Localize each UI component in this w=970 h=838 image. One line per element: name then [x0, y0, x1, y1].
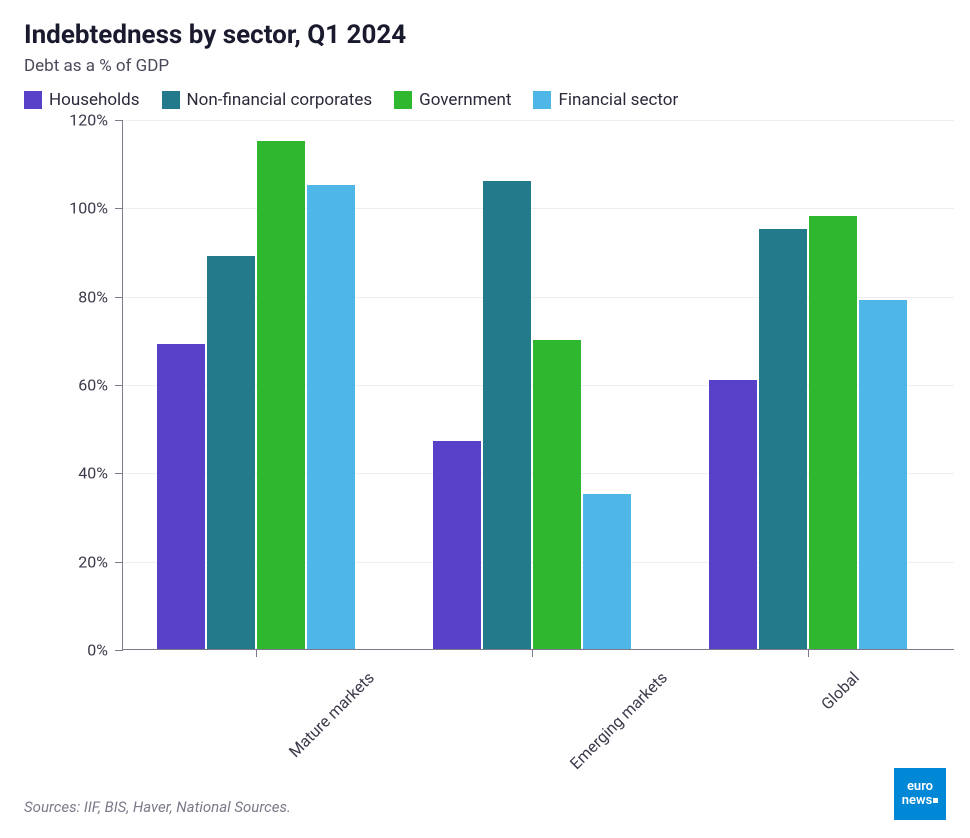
bar	[583, 494, 631, 649]
euronews-logo: euro news	[894, 768, 946, 820]
y-tick	[115, 473, 123, 474]
chart-area: 0%20%40%60%80%100%120%Mature marketsEmer…	[94, 120, 954, 650]
bar	[433, 441, 481, 649]
bar	[533, 340, 581, 649]
legend-item: Government	[394, 90, 511, 110]
legend: Households Non-financial corporates Govern…	[24, 90, 946, 110]
logo-line1: euro	[907, 780, 933, 794]
legend-label: Financial sector	[558, 90, 678, 110]
y-tick	[115, 385, 123, 386]
bar	[157, 344, 205, 649]
bar	[709, 380, 757, 649]
y-tick	[115, 120, 123, 121]
y-tick	[115, 562, 123, 563]
legend-label: Government	[419, 90, 511, 110]
y-axis-label: 120%	[53, 111, 108, 130]
bar	[759, 229, 807, 649]
plot-area: 0%20%40%60%80%100%120%Mature marketsEmer…	[122, 120, 954, 650]
y-tick	[115, 297, 123, 298]
gridline	[123, 120, 954, 121]
y-axis-label: 20%	[53, 552, 108, 571]
bar	[257, 141, 305, 649]
x-axis-label: Mature markets	[285, 668, 378, 761]
y-axis-label: 80%	[53, 287, 108, 306]
legend-label: Households	[49, 90, 140, 110]
y-axis-label: 40%	[53, 464, 108, 483]
bar	[809, 216, 857, 649]
bar	[207, 256, 255, 649]
y-tick	[115, 650, 123, 651]
y-tick	[115, 208, 123, 209]
logo-dot-icon	[933, 798, 938, 803]
logo-line2: news	[902, 794, 939, 808]
x-tick	[532, 649, 533, 657]
chart-title: Indebtedness by sector, Q1 2024	[24, 20, 946, 50]
legend-swatch-icon	[533, 91, 551, 109]
y-axis-label: 60%	[53, 376, 108, 395]
legend-item: Non-financial corporates	[162, 90, 373, 110]
legend-swatch-icon	[162, 91, 180, 109]
x-axis-label: Emerging markets	[566, 668, 671, 773]
bar	[307, 185, 355, 649]
bar	[483, 181, 531, 649]
y-axis-label: 100%	[53, 199, 108, 218]
gridline	[123, 208, 954, 209]
sources-text: Sources: IIF, BIS, Haver, National Sourc…	[24, 798, 291, 816]
bar	[859, 300, 907, 649]
legend-swatch-icon	[394, 91, 412, 109]
legend-item: Financial sector	[533, 90, 678, 110]
y-axis-label: 0%	[53, 641, 108, 660]
x-axis-label: Global	[817, 668, 863, 714]
legend-swatch-icon	[24, 91, 42, 109]
chart-subtitle: Debt as a % of GDP	[24, 56, 946, 76]
legend-label: Non-financial corporates	[187, 90, 373, 110]
legend-item: Households	[24, 90, 140, 110]
x-tick	[808, 649, 809, 657]
x-tick	[256, 649, 257, 657]
